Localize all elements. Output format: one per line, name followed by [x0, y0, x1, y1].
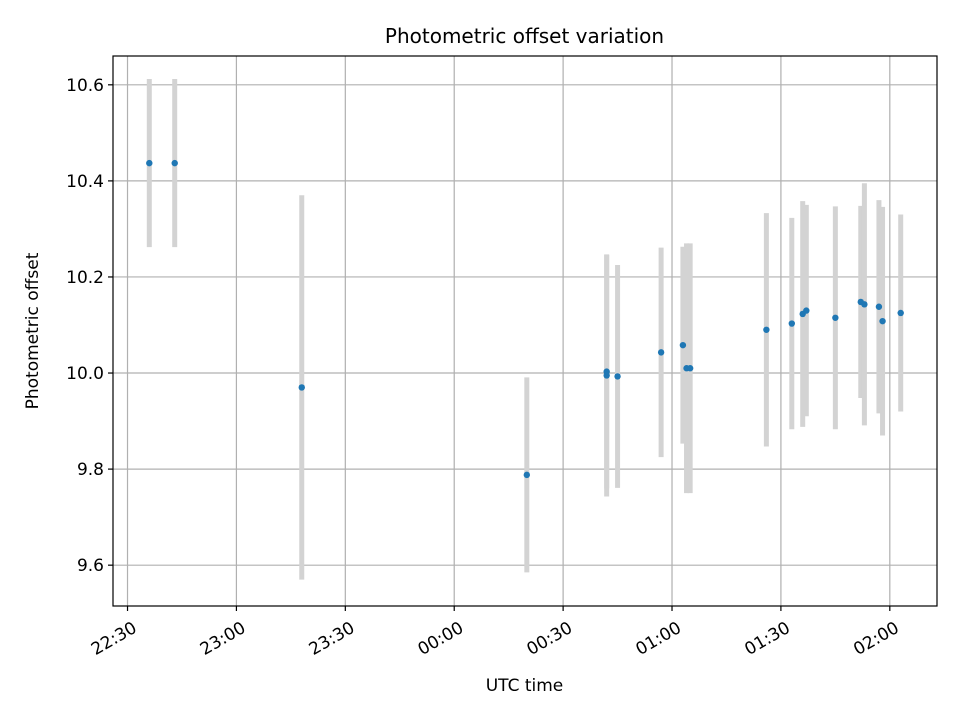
y-tick-label: 9.8: [77, 460, 104, 480]
y-axis-label: Photometric offset: [23, 252, 43, 409]
data-point: [171, 159, 178, 167]
data-point: [803, 307, 810, 314]
data-point: [614, 373, 621, 380]
y-tick-label: 10.0: [66, 364, 104, 384]
data-point: [861, 301, 868, 308]
y-tick-label: 10.4: [66, 172, 104, 192]
data-point: [523, 471, 531, 479]
data-point: [657, 349, 665, 356]
data-point: [603, 368, 610, 375]
data-point: [788, 320, 796, 327]
y-tick-label: 10.6: [66, 76, 104, 96]
data-point: [832, 314, 839, 321]
chart-title: Photometric offset variation: [385, 24, 664, 48]
y-tick-label: 9.6: [77, 556, 104, 576]
data-point: [298, 384, 305, 391]
data-point: [879, 317, 886, 325]
y-tick-label: 10.2: [66, 268, 104, 288]
grid: [113, 56, 937, 606]
data-point: [897, 309, 904, 317]
data-point: [679, 341, 687, 349]
data-point: [763, 326, 770, 333]
data-point: [686, 365, 694, 372]
data-point: [146, 159, 153, 167]
data-points: [146, 159, 904, 479]
data-point: [875, 303, 883, 310]
x-axis-label: UTC time: [486, 676, 564, 696]
plot-frame: [112, 55, 938, 607]
